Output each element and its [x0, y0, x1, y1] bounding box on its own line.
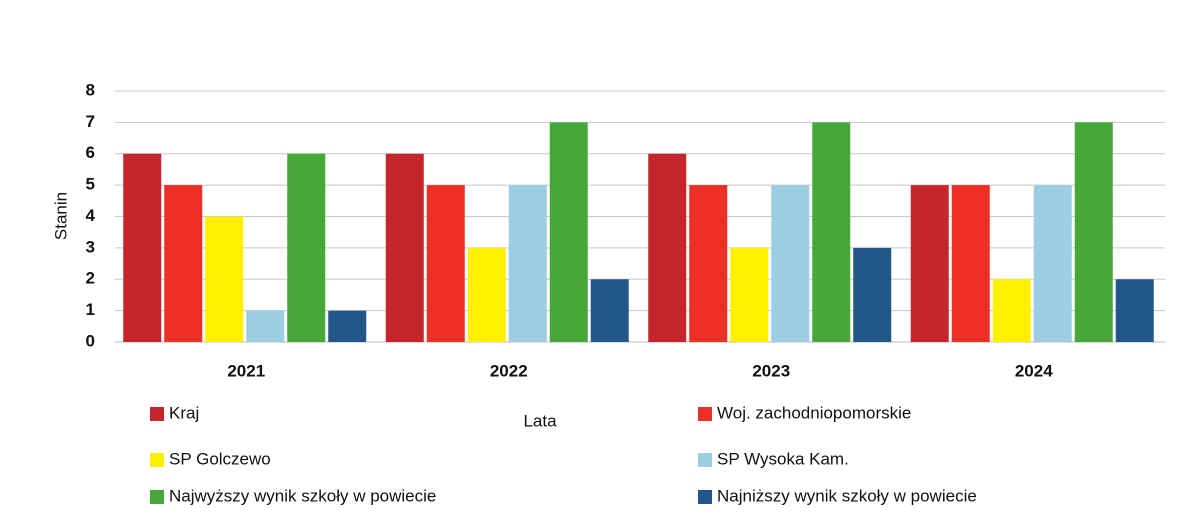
y-tick-label: 7 [86, 112, 95, 131]
bar [590, 279, 629, 342]
legend-swatch [698, 407, 712, 421]
legend-label: SP Golczewo [169, 449, 271, 468]
bar [853, 247, 892, 342]
y-axis-label: Stanin [51, 192, 70, 240]
legend-label: Najniższy wynik szkoły w powiecie [717, 486, 977, 505]
y-tick-label: 4 [86, 206, 96, 225]
x-tick-label: 2024 [1015, 361, 1053, 380]
bar [549, 122, 588, 342]
bar [467, 247, 506, 342]
bar [1074, 122, 1113, 342]
y-tick-label: 2 [86, 269, 95, 288]
legend-label: Kraj [169, 403, 199, 422]
y-tick-label: 0 [86, 331, 95, 350]
bar [771, 185, 810, 342]
bar [287, 153, 326, 342]
bar [992, 279, 1031, 342]
bar [205, 216, 244, 342]
x-tick-label: 2023 [752, 361, 790, 380]
legend-swatch [698, 453, 712, 467]
legend-label: SP Wysoka Kam. [717, 449, 849, 468]
y-tick-label: 6 [86, 143, 95, 162]
bar [1115, 279, 1154, 342]
bar [246, 310, 285, 342]
legend-swatch [150, 490, 164, 504]
legend-label: Woj. zachodniopomorskie [717, 403, 911, 422]
bar [910, 185, 949, 342]
x-tick-label: 2022 [490, 361, 528, 380]
y-tick-label: 1 [86, 300, 95, 319]
bar [426, 185, 465, 342]
bar [730, 247, 769, 342]
bar [164, 185, 203, 342]
bar [508, 185, 547, 342]
bar [951, 185, 990, 342]
legend-swatch [150, 407, 164, 421]
bar [812, 122, 851, 342]
legend-label: Najwyższy wynik szkoły w powiecie [169, 486, 436, 505]
legend-swatch [698, 490, 712, 504]
bar [328, 310, 367, 342]
legend-swatch [150, 453, 164, 467]
bar [689, 185, 728, 342]
y-tick-label: 8 [86, 80, 95, 99]
x-tick-label: 2021 [227, 361, 265, 380]
y-tick-label: 5 [86, 175, 95, 194]
bar [385, 153, 424, 342]
bar [1033, 185, 1072, 342]
x-axis-label: Lata [523, 411, 557, 430]
bar [123, 153, 162, 342]
y-tick-label: 3 [86, 237, 95, 256]
bar [648, 153, 687, 342]
